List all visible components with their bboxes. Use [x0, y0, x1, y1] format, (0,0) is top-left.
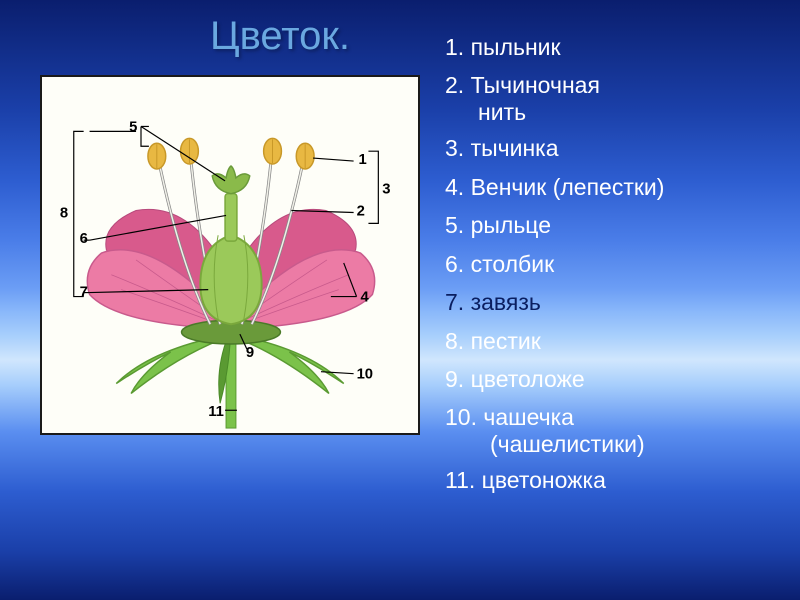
diagram-label-4: 4	[361, 289, 370, 305]
diagram-label-8: 8	[60, 205, 68, 221]
legend-item-3: 3. тычинка	[445, 135, 790, 161]
legend-item-2: 2. Тычиночнаянить	[445, 72, 790, 125]
diagram-label-1: 1	[359, 152, 367, 168]
diagram-label-3: 3	[382, 182, 390, 198]
flower-svg: 1 2 3 4 5 6 7 8 9 10 11	[42, 77, 418, 433]
legend-item-5: 5. рыльце	[445, 212, 790, 238]
legend-item-7: 7. завязь	[445, 289, 790, 315]
flower-diagram: 1 2 3 4 5 6 7 8 9 10 11	[40, 75, 420, 435]
diagram-label-9: 9	[246, 345, 254, 361]
diagram-label-7: 7	[80, 285, 88, 301]
legend-item-1: 1. пыльник	[445, 34, 790, 60]
diagram-label-5: 5	[129, 119, 137, 135]
legend-item-6: 6. столбик	[445, 251, 790, 277]
legend-item-10: 10. чашечка(чашелистики)	[445, 404, 790, 457]
legend-item-11: 11. цветоножка	[445, 467, 790, 493]
page-title: Цветок.	[210, 14, 350, 59]
diagram-label-11: 11	[208, 404, 224, 420]
legend-item-8: 8. пестик	[445, 328, 790, 354]
legend: 1. пыльник 2. Тычиночнаянить 3. тычинка …	[445, 34, 790, 506]
diagram-label-2: 2	[357, 203, 365, 219]
legend-item-4: 4. Венчик (лепестки)	[445, 174, 790, 200]
diagram-label-10: 10	[357, 367, 374, 383]
diagram-label-6: 6	[80, 231, 88, 247]
legend-item-9: 9. цветоложе	[445, 366, 790, 392]
